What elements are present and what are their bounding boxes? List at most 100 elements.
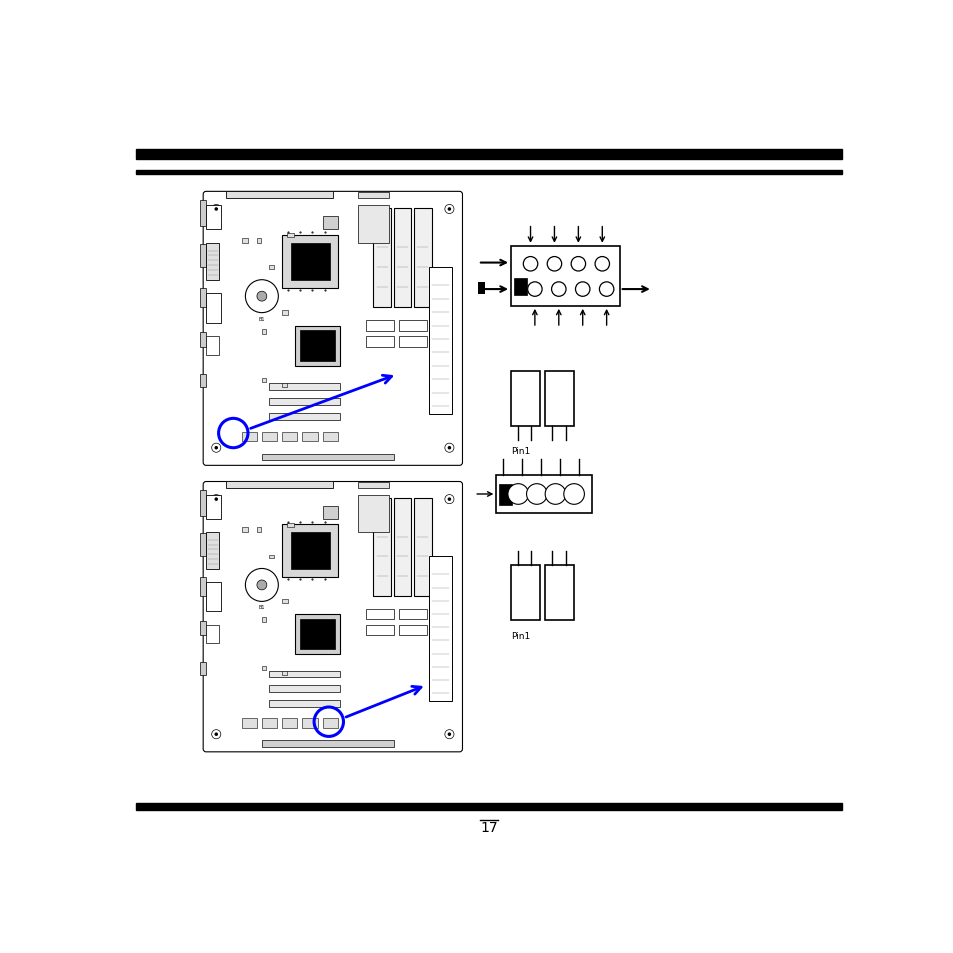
Circle shape [444, 444, 454, 453]
Bar [269, 686, 340, 692]
Bar [136, 150, 841, 160]
Bar [394, 209, 411, 308]
Circle shape [444, 205, 454, 214]
Circle shape [214, 733, 218, 737]
Bar [261, 618, 266, 622]
Bar [498, 484, 511, 505]
Bar [269, 555, 274, 558]
Bar [269, 700, 340, 707]
Bar [241, 432, 256, 441]
Bar [269, 671, 340, 678]
Bar [200, 375, 206, 388]
Text: B1: B1 [258, 316, 265, 321]
Text: 17: 17 [479, 821, 497, 835]
Circle shape [212, 730, 220, 739]
Bar [261, 330, 266, 335]
Circle shape [447, 497, 451, 501]
Circle shape [212, 205, 220, 214]
Bar [511, 566, 539, 620]
Bar [200, 662, 206, 675]
Circle shape [571, 257, 585, 272]
Bar [511, 247, 619, 307]
Bar [373, 209, 391, 308]
Circle shape [526, 484, 547, 505]
Bar [261, 455, 394, 460]
Bar [398, 337, 426, 348]
Bar [200, 245, 206, 268]
Bar [256, 238, 261, 243]
Circle shape [212, 495, 220, 504]
Bar [357, 483, 388, 489]
Bar [282, 719, 297, 728]
Circle shape [214, 208, 218, 212]
Bar [394, 498, 411, 596]
Bar [256, 528, 261, 533]
Circle shape [212, 444, 220, 453]
Bar [136, 802, 841, 810]
Circle shape [444, 495, 454, 504]
Circle shape [575, 282, 589, 297]
Circle shape [507, 484, 528, 505]
Bar [398, 321, 426, 332]
Bar [514, 279, 527, 295]
Bar [414, 209, 431, 308]
Bar [322, 719, 337, 728]
Circle shape [447, 446, 451, 450]
Bar [282, 671, 287, 675]
Circle shape [563, 484, 584, 505]
Bar [206, 243, 218, 281]
Bar [365, 321, 394, 332]
Bar [206, 582, 221, 612]
Bar [322, 432, 337, 441]
Bar [226, 192, 333, 199]
Bar [282, 311, 288, 315]
Bar [477, 282, 485, 294]
Bar [496, 476, 591, 514]
Bar [261, 740, 394, 747]
Bar [294, 615, 340, 654]
Bar [282, 432, 297, 441]
Circle shape [214, 446, 218, 450]
Bar [200, 621, 206, 636]
Bar [206, 206, 221, 230]
Bar [269, 398, 340, 405]
Circle shape [256, 292, 267, 302]
Circle shape [447, 733, 451, 737]
Bar [545, 566, 574, 620]
Bar [398, 609, 426, 619]
Bar [282, 599, 288, 604]
Bar [365, 609, 394, 619]
Bar [269, 266, 274, 270]
Bar [282, 384, 287, 388]
Bar [357, 206, 388, 243]
Text: B1: B1 [258, 605, 265, 610]
Bar [261, 719, 276, 728]
Bar [200, 578, 206, 596]
Text: Pin1: Pin1 [511, 447, 530, 456]
Circle shape [547, 257, 561, 272]
Bar [545, 372, 574, 426]
Bar [206, 496, 221, 519]
Bar [300, 619, 335, 649]
Bar [287, 233, 294, 238]
Circle shape [256, 580, 267, 590]
Bar [511, 372, 539, 426]
Bar [241, 719, 256, 728]
Bar [241, 238, 248, 243]
Circle shape [444, 730, 454, 739]
Bar [373, 498, 391, 596]
Bar [261, 666, 266, 670]
Circle shape [447, 208, 451, 212]
Bar [269, 414, 340, 420]
Circle shape [245, 280, 278, 314]
Circle shape [214, 497, 218, 501]
Bar [300, 331, 335, 362]
Bar [287, 523, 294, 527]
Bar [302, 432, 317, 441]
FancyBboxPatch shape [203, 193, 462, 466]
Bar [200, 289, 206, 308]
Bar [365, 337, 394, 348]
Circle shape [595, 257, 609, 272]
Text: Pin1: Pin1 [511, 632, 530, 640]
Bar [398, 625, 426, 636]
